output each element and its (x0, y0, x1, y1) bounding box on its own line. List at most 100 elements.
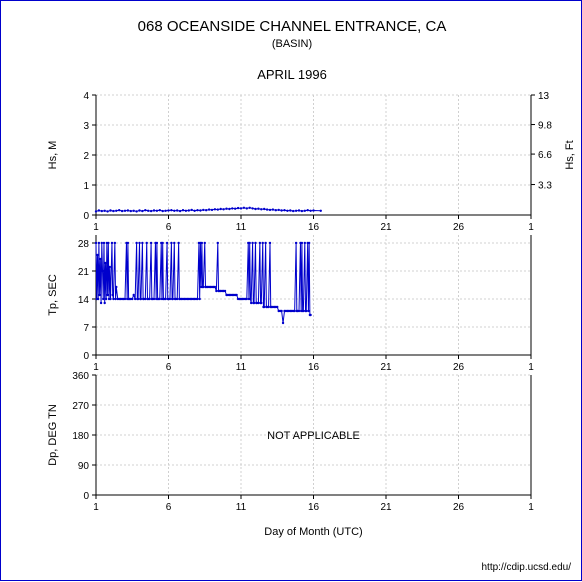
xtick-label: 26 (453, 222, 465, 233)
ytick-label: 1 (83, 181, 89, 192)
tp-point (102, 298, 104, 300)
tp-point (298, 310, 300, 312)
ylabel-3: Dp, DEG TN (47, 404, 59, 466)
tp-point (101, 242, 103, 244)
hs-point (289, 209, 291, 211)
ytick-label: 14 (78, 295, 90, 306)
hs-point (266, 208, 268, 210)
tp-point (137, 298, 139, 300)
hs-point (304, 210, 306, 212)
hs-point (196, 209, 198, 211)
tp-point (112, 298, 114, 300)
tp-point (201, 242, 203, 244)
tp-point (150, 242, 152, 244)
tp-point (260, 302, 262, 304)
ytick-label: 360 (72, 371, 89, 382)
tp-point (114, 298, 116, 300)
hs-point (150, 210, 152, 212)
hs-point (112, 210, 114, 212)
hs-point (231, 207, 233, 209)
hs-point (179, 210, 181, 212)
tp-point (114, 242, 116, 244)
tp-point (109, 266, 111, 268)
tp-point (146, 242, 148, 244)
hs-point (298, 209, 300, 211)
hs-point (121, 210, 123, 212)
hs-point (135, 210, 137, 212)
hs-point (286, 210, 288, 212)
hs-point (260, 208, 262, 210)
tp-point (251, 242, 253, 244)
chart-frame: 068 OCEANSIDE CHANNEL ENTRANCE, CA(BASIN… (0, 0, 582, 581)
xtick-label: 1 (93, 502, 99, 513)
hs-point (320, 210, 322, 212)
hs-point (106, 210, 108, 212)
hs-point (118, 209, 120, 211)
hs-point (133, 210, 135, 212)
xtick-label: 1 (93, 362, 99, 373)
tp-point (309, 314, 311, 316)
tp-point (133, 294, 135, 296)
ytick-label: 2 (83, 151, 89, 162)
tp-point (254, 242, 256, 244)
hs-point (162, 210, 164, 212)
hs-point (234, 208, 236, 210)
chart-subtitle: (BASIN) (272, 38, 312, 50)
tp-point (302, 310, 304, 312)
hs-point (301, 210, 303, 212)
tp-point (107, 242, 109, 244)
tp-point (173, 242, 175, 244)
hs-point (185, 210, 187, 212)
tp-point (97, 298, 99, 300)
hs-point (147, 210, 149, 212)
tp-point (253, 302, 255, 304)
tp-point (259, 242, 261, 244)
hs-point (199, 209, 201, 211)
tp-point (134, 298, 136, 300)
tp-point (263, 306, 265, 308)
tp-point (111, 294, 113, 296)
hs-point (257, 208, 259, 210)
hs-point (246, 207, 248, 209)
ylabel-1: Hs, M (47, 141, 59, 170)
ytick-right-label: 6.6 (538, 150, 552, 161)
ytick-label: 0 (83, 211, 89, 222)
tp-point (176, 298, 178, 300)
tp-point (202, 286, 204, 288)
xtick-label: 11 (236, 222, 247, 233)
hs-point (208, 208, 210, 210)
hs-point (141, 210, 143, 212)
tp-point (301, 242, 303, 244)
hs-point (292, 210, 294, 212)
xtick-label: 21 (380, 502, 392, 513)
hs-point (237, 207, 239, 209)
ytick-right-label: 3.3 (538, 181, 552, 192)
tp-point (148, 298, 150, 300)
x-axis-label: Day of Month (UTC) (264, 526, 362, 538)
xtick-label: 6 (166, 502, 172, 513)
hs-point (101, 210, 103, 212)
tp-point (135, 242, 137, 244)
ylabel-2: Tp, SEC (47, 274, 59, 316)
hs-point (138, 209, 140, 211)
xtick-label: 11 (236, 362, 247, 373)
not-applicable-label: NOT APPLICABLE (267, 430, 360, 442)
tp-point (204, 242, 206, 244)
ytick-label: 21 (78, 267, 90, 278)
tp-point (282, 322, 284, 324)
xtick-label: 1 (528, 362, 534, 373)
tp-point (170, 242, 172, 244)
tp-point (101, 270, 103, 272)
tp-point (262, 242, 264, 244)
xtick-label: 21 (380, 222, 392, 233)
tp-point (95, 242, 97, 244)
hs-point (188, 209, 190, 211)
hs-point (269, 209, 271, 211)
tp-point (131, 298, 133, 300)
hs-point (283, 209, 285, 211)
hs-point (202, 209, 204, 211)
hs-point (211, 209, 213, 211)
chart-svg: 068 OCEANSIDE CHANNEL ENTRANCE, CA(BASIN… (1, 1, 582, 582)
hs-point (240, 207, 242, 209)
tp-point (249, 242, 251, 244)
